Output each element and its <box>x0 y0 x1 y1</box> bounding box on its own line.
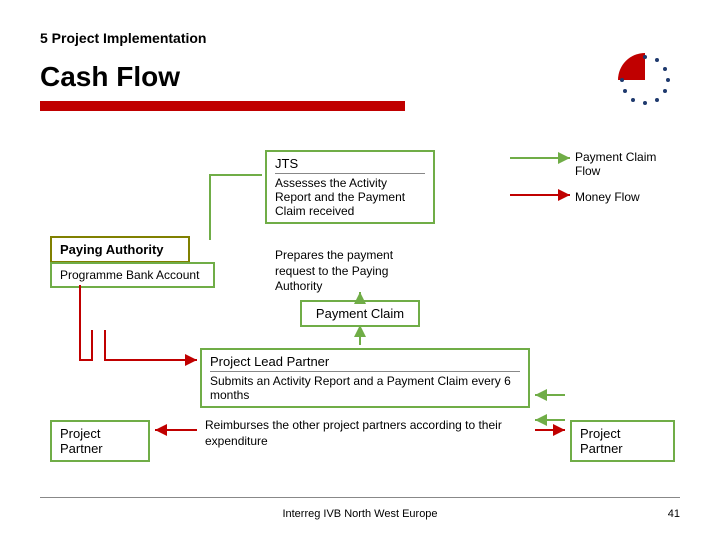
paying-authority-box: Paying Authority <box>50 236 190 263</box>
title-bar <box>40 101 405 111</box>
logo <box>610 45 680 115</box>
jts-desc1: Assesses the Activity Report and the Pay… <box>275 176 425 218</box>
legend-claim: Payment Claim Flow <box>575 150 675 178</box>
lead-partner-box: Project Lead Partner Submits an Activity… <box>200 348 530 408</box>
project-partner-left: Project Partner <box>50 420 150 462</box>
legend-money: Money Flow <box>575 190 640 204</box>
lead-desc2: Reimburses the other project partners ac… <box>205 418 525 449</box>
lead-desc1: Submits an Activity Report and a Payment… <box>210 374 520 402</box>
page-number: 41 <box>668 508 680 520</box>
payment-claim-box: Payment Claim <box>300 300 420 327</box>
section-header: 5 Project Implementation <box>40 30 680 46</box>
footer-divider <box>40 497 680 498</box>
jts-title: JTS <box>275 156 425 174</box>
project-partner-right: Project Partner <box>570 420 675 462</box>
footer-text: Interreg IVB North West Europe <box>0 508 720 520</box>
jts-desc2: Prepares the payment request to the Payi… <box>275 248 435 295</box>
programme-bank-box: Programme Bank Account <box>50 262 215 288</box>
jts-box: JTS Assesses the Activity Report and the… <box>265 150 435 224</box>
lead-title: Project Lead Partner <box>210 354 520 372</box>
page-title: Cash Flow <box>40 61 680 93</box>
